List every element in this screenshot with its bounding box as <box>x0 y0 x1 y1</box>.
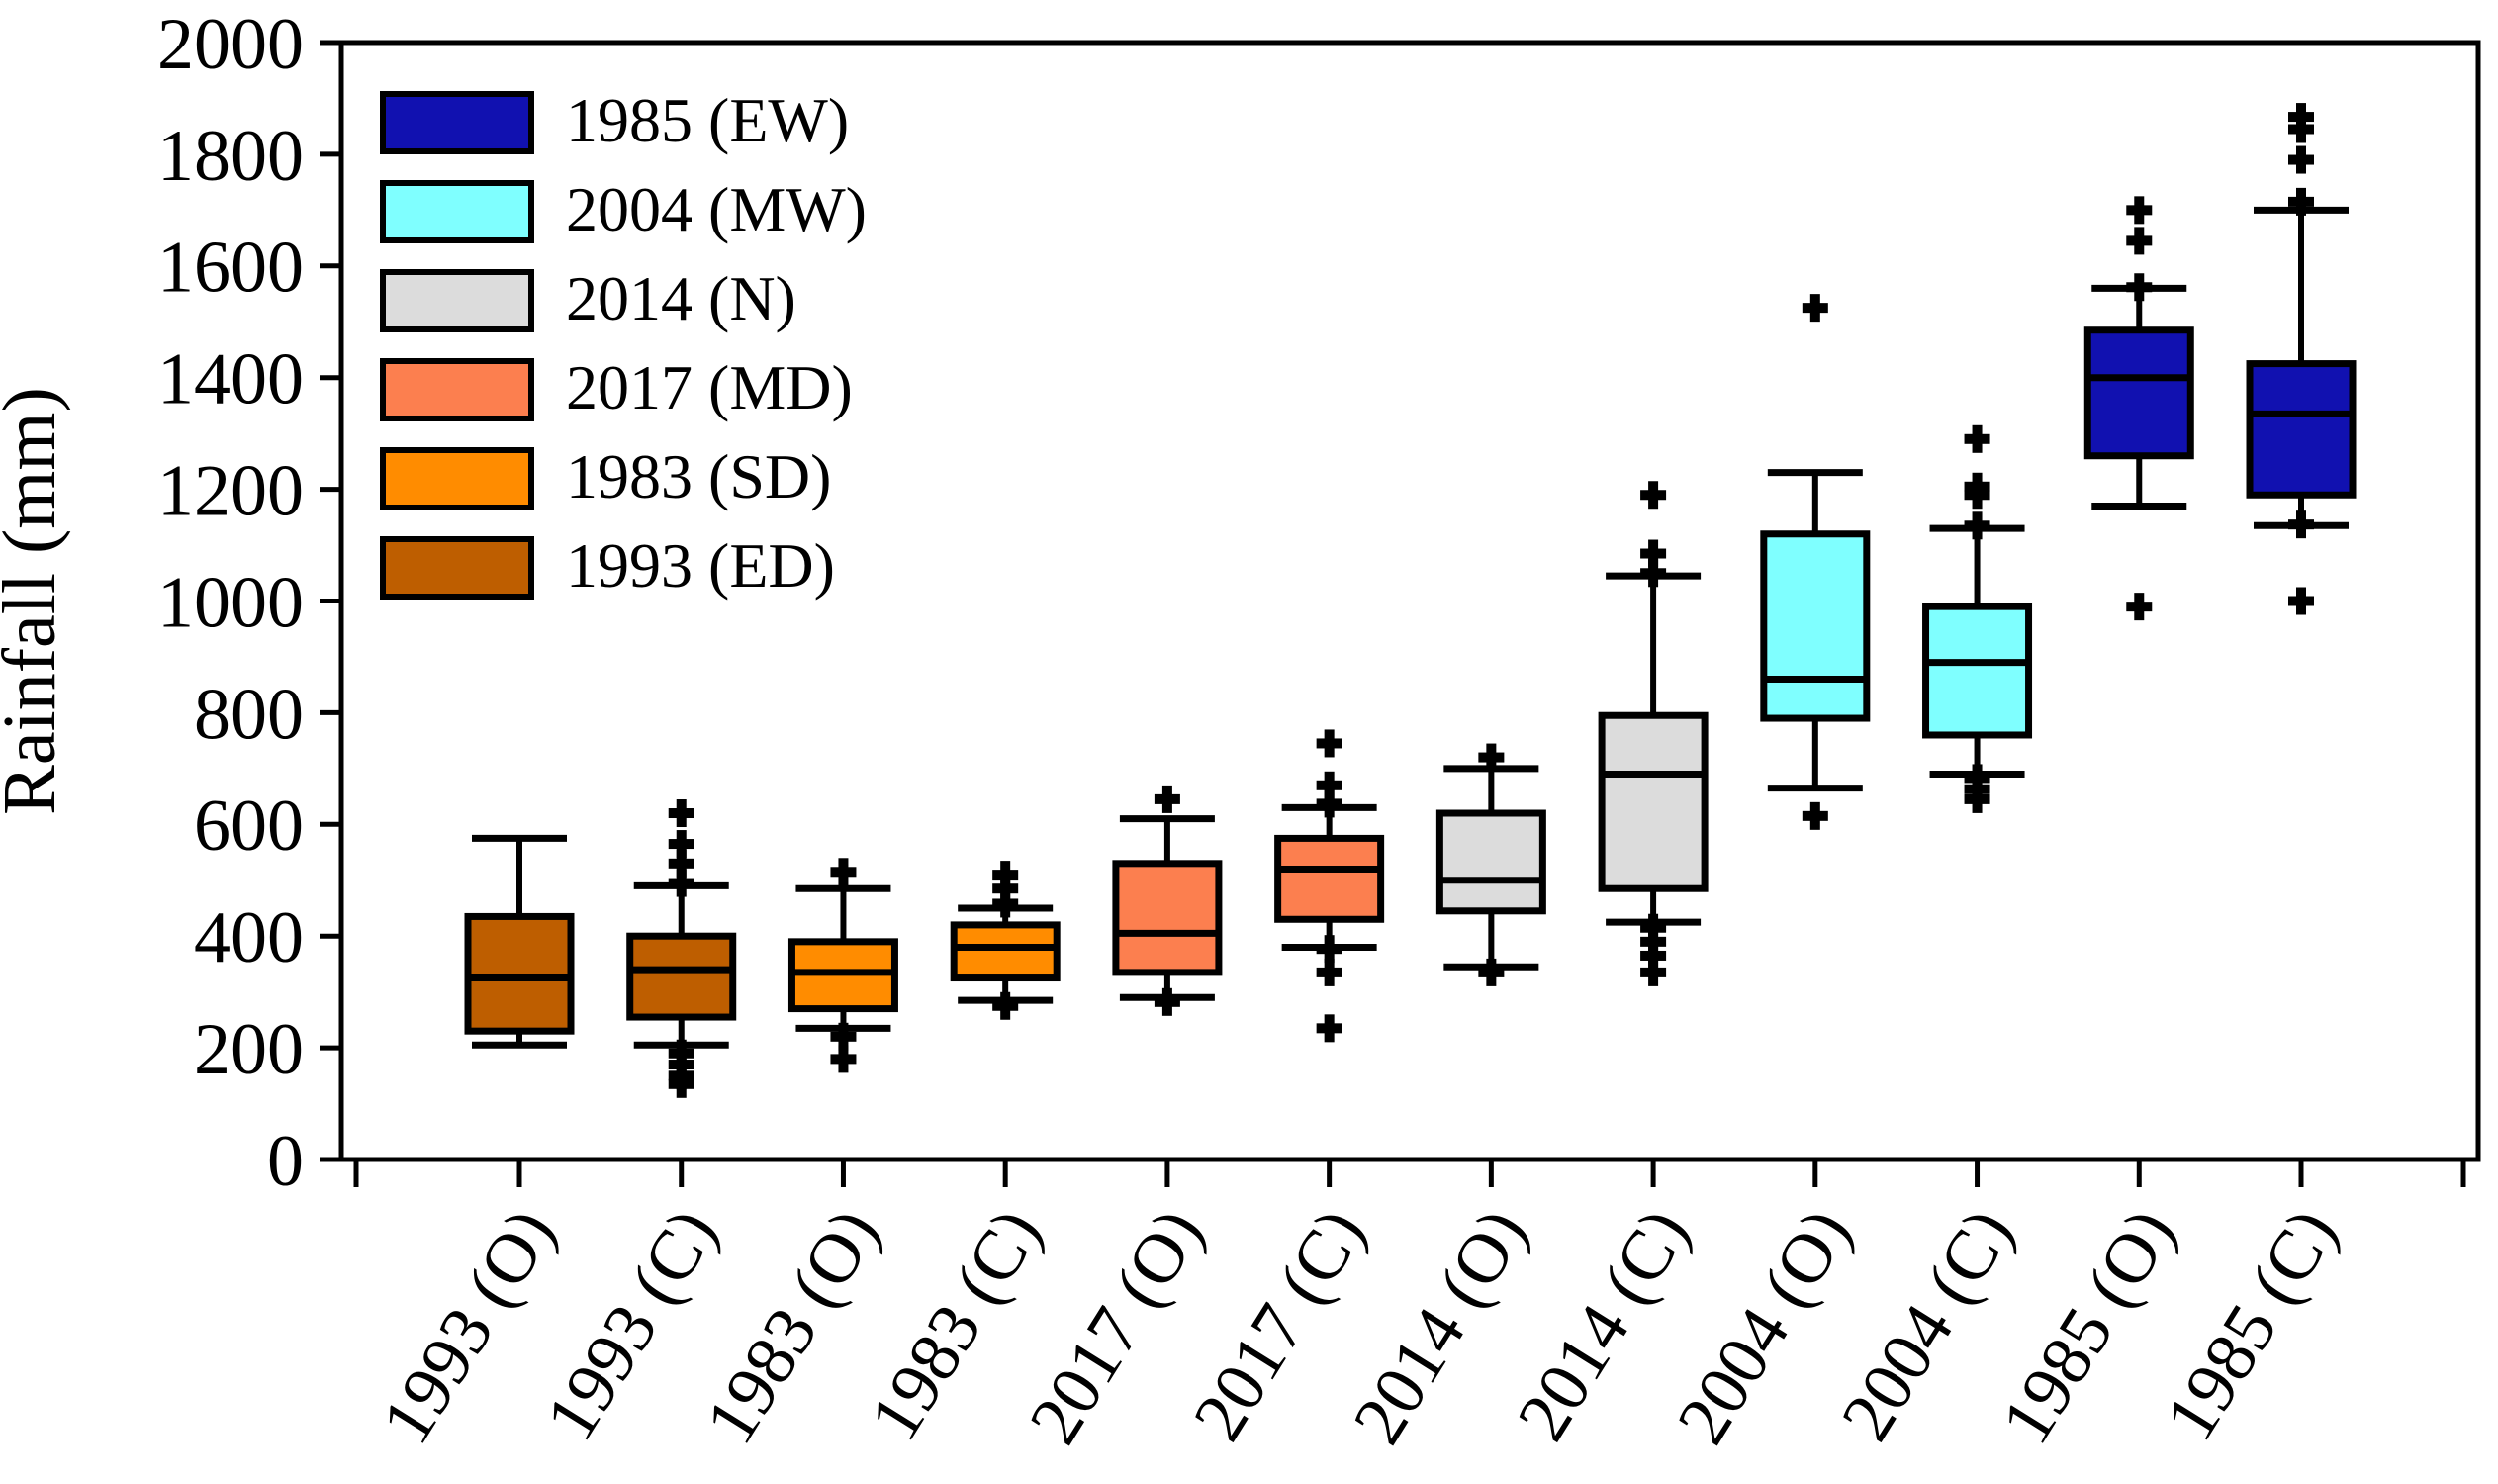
outlier-marker <box>1972 785 1983 813</box>
box-group-1985-C <box>2246 103 2357 615</box>
box-group-2014-C <box>1598 481 1709 986</box>
box-group-2017-C <box>1274 729 1385 1043</box>
box-group-2017-O <box>1112 785 1223 1016</box>
outlier-marker <box>838 1022 849 1051</box>
outlier-marker <box>1324 729 1335 758</box>
box-group-2014-O <box>1435 743 1546 986</box>
outlier-marker <box>1324 771 1335 799</box>
legend-swatch <box>380 447 534 510</box>
box-group-2004-O <box>1760 294 1871 830</box>
outlier-marker <box>2296 510 2306 539</box>
y-axis-title: Rainfall (mm) <box>0 387 71 815</box>
outlier-marker <box>2134 227 2145 255</box>
outlier-marker <box>2296 145 2306 174</box>
legend-swatch <box>380 269 534 332</box>
outlier-marker <box>1324 935 1335 964</box>
y-axis-tick-label: 1400 <box>157 339 304 420</box>
outlier-marker <box>2296 115 2306 143</box>
outlier-marker <box>2134 273 2145 302</box>
outlier-marker <box>2134 196 2145 225</box>
legend-label: 2004 (MW) <box>566 174 867 244</box>
outlier-marker <box>1648 539 1659 568</box>
box-group-2004-C <box>1922 424 2033 813</box>
box-group-1983-O <box>787 858 898 1073</box>
outlier-marker <box>1324 1014 1335 1043</box>
outlier-marker <box>1161 987 1172 1016</box>
outlier-marker <box>1000 889 1011 918</box>
y-axis-tick-label: 200 <box>194 1009 304 1090</box>
outlier-marker <box>2134 593 2145 621</box>
outlier-marker <box>1486 958 1497 986</box>
outlier-marker <box>1972 511 1983 540</box>
outlier-marker <box>838 858 849 886</box>
legend-label: 2014 (N) <box>566 263 796 333</box>
outlier-marker <box>676 1069 687 1098</box>
outlier-marker <box>676 869 687 897</box>
y-axis-tick-label: 1800 <box>157 116 304 197</box>
box-group-1983-C <box>950 861 1061 1020</box>
outlier-marker <box>1809 801 1820 830</box>
outlier-marker <box>1000 991 1011 1020</box>
outlier-marker <box>838 1045 849 1073</box>
outlier-marker <box>1324 958 1335 986</box>
iqr-box <box>626 932 737 1021</box>
outlier-marker <box>1648 958 1659 986</box>
legend-swatch <box>380 91 534 154</box>
box-group-1993-O <box>464 834 575 1049</box>
outlier-marker <box>1000 875 1011 903</box>
legend-label: 2017 (MD) <box>566 352 853 422</box>
outlier-marker <box>1809 294 1820 323</box>
legend-swatch <box>380 358 534 421</box>
iqr-box <box>1760 530 1871 722</box>
outlier-marker <box>676 830 687 859</box>
outlier-marker <box>1486 743 1497 772</box>
outlier-marker <box>676 849 687 878</box>
outlier-marker <box>1648 913 1659 942</box>
outlier-marker <box>1324 789 1335 818</box>
legend-swatch <box>380 180 534 243</box>
outlier-marker <box>1161 785 1172 813</box>
iqr-box <box>2083 326 2194 460</box>
outlier-marker <box>1648 941 1659 970</box>
outlier-marker <box>2296 587 2306 615</box>
legend-label: 1983 (SD) <box>566 441 831 511</box>
iqr-box <box>1274 834 1385 923</box>
y-axis-tick-label: 1600 <box>157 228 304 309</box>
outlier-marker <box>1648 927 1659 956</box>
box-group-1993-C <box>626 799 737 1098</box>
legend-label: 1985 (EW) <box>566 85 849 155</box>
iqr-box <box>1598 711 1709 892</box>
y-axis-tick-label: 1000 <box>157 562 304 643</box>
legend-swatch <box>380 536 534 600</box>
y-axis-tick-label: 0 <box>267 1121 304 1202</box>
outlier-marker <box>1972 481 1983 510</box>
outlier-marker <box>2296 187 2306 216</box>
iqr-box <box>464 912 575 1035</box>
iqr-box <box>950 921 1061 982</box>
outlier-marker <box>1000 861 1011 889</box>
outlier-marker <box>1648 481 1659 510</box>
y-axis-tick-label: 800 <box>194 674 304 755</box>
outlier-marker <box>676 799 687 828</box>
y-axis-tick-label: 600 <box>194 786 304 867</box>
legend: 1985 (EW) 2004 (MW) 2014 (N) 2017 (MD) 1983 … <box>380 85 867 601</box>
iqr-box <box>1435 809 1546 915</box>
y-axis-tick-label: 400 <box>194 897 304 978</box>
iqr-box <box>1922 603 2033 739</box>
outlier-marker <box>1648 559 1659 588</box>
iqr-box <box>2246 360 2357 499</box>
legend-label: 1993 (ED) <box>566 530 835 601</box>
iqr-box <box>1112 860 1223 976</box>
y-axis-tick-label: 1200 <box>157 451 304 532</box>
y-axis-tick-label: 2000 <box>157 4 304 85</box>
box-group-1985-O <box>2083 196 2194 621</box>
outlier-marker <box>1972 424 1983 453</box>
